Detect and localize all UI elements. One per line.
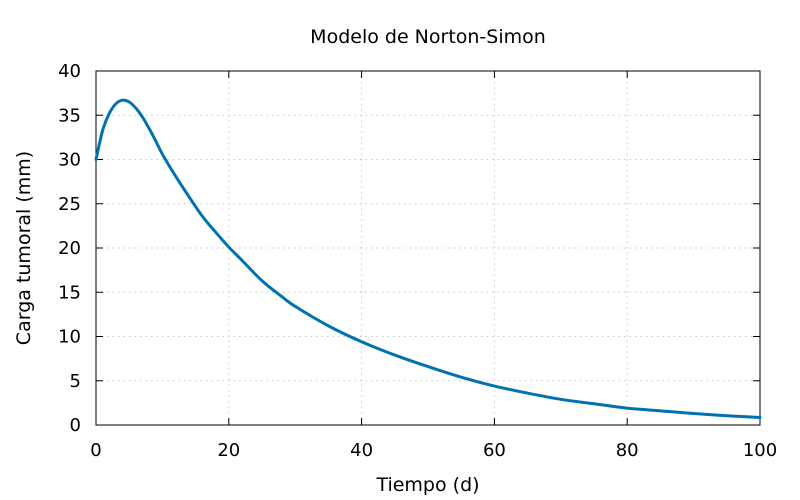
tick-label-layer: 0 20 40 60 80 100 0 5 10 15 20 25 30 35 40 xyxy=(58,61,777,461)
y-tick-label: 35 xyxy=(58,105,81,126)
y-tick-label: 0 xyxy=(70,415,81,436)
x-tick-label: 20 xyxy=(217,440,240,461)
series-line-0 xyxy=(94,98,762,419)
y-tick-label: 25 xyxy=(58,194,81,215)
y-tick-label: 5 xyxy=(70,371,81,392)
y-tick-label: 10 xyxy=(58,327,81,348)
plot-area-frame xyxy=(95,70,761,426)
x-tick-label: 0 xyxy=(90,440,101,461)
grid-layer xyxy=(96,71,760,425)
x-tick-label: 60 xyxy=(483,440,506,461)
x-tick-label: 40 xyxy=(350,440,373,461)
x-tick-label: 80 xyxy=(616,440,639,461)
x-axis-label: Tiempo (d) xyxy=(375,474,479,496)
y-axis-label: Carga tumoral (mm) xyxy=(13,151,35,345)
series-layer xyxy=(94,98,762,419)
y-tick-label: 30 xyxy=(58,150,81,171)
y-tick-label: 40 xyxy=(58,61,81,82)
chart-title: Modelo de Norton-Simon xyxy=(310,26,546,48)
y-tick-label: 15 xyxy=(58,282,81,303)
x-tick-label: 100 xyxy=(743,440,777,461)
y-tick-label: 20 xyxy=(58,238,81,259)
